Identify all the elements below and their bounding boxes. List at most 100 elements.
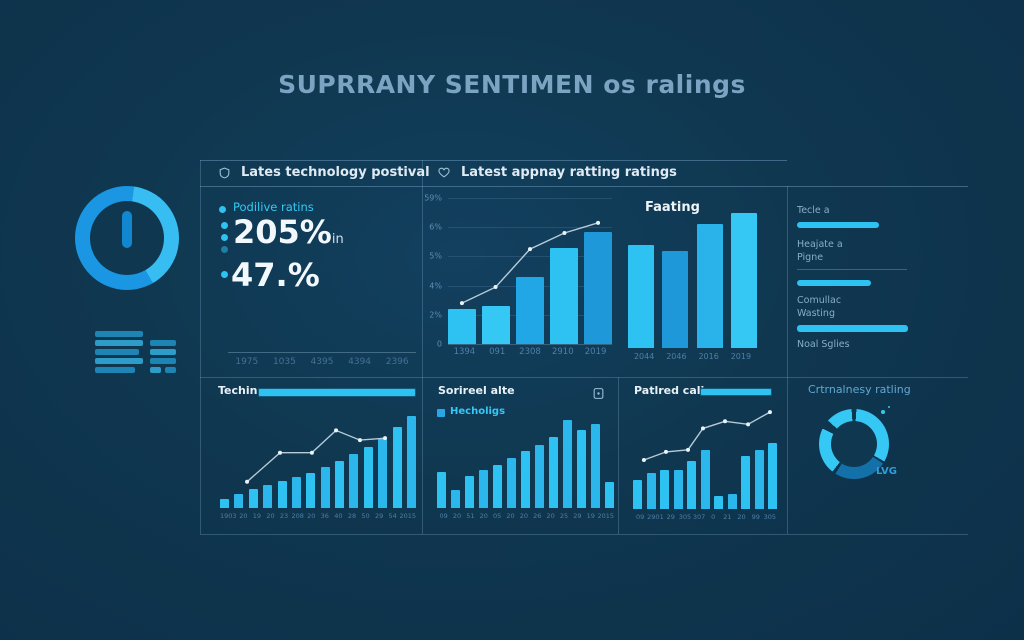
progress-bar xyxy=(258,388,416,397)
frame-line xyxy=(787,186,788,534)
legend-dot xyxy=(219,206,226,213)
sorireel-card-title: Sorireel alte xyxy=(438,384,515,397)
frame-line xyxy=(200,160,787,161)
bar-series xyxy=(628,212,757,348)
donut-hole xyxy=(831,421,877,467)
x-tick-label: 99 xyxy=(751,512,760,521)
x-axis: 1394 091 2308 2910 2019 xyxy=(448,344,612,360)
bar xyxy=(349,453,359,508)
y-tick-label: 4% xyxy=(429,281,442,291)
progress-sublabel: Wasting xyxy=(797,308,835,319)
bar xyxy=(392,426,402,508)
y-tick-label: 59% xyxy=(424,193,442,203)
y-tick-label: 2% xyxy=(429,310,442,320)
progress-bar xyxy=(797,280,871,286)
fating-chart-title: Faating xyxy=(645,200,700,215)
bar xyxy=(465,475,474,508)
frame-line xyxy=(200,534,968,535)
bar xyxy=(550,247,578,344)
bar xyxy=(646,473,656,509)
divider xyxy=(797,269,907,270)
axis-label: 2396 xyxy=(385,357,409,367)
x-tick-label: 091 xyxy=(489,347,506,357)
axis-label: 1035 xyxy=(272,357,296,367)
card-header-ratings: Latest appnay ratting ratings xyxy=(437,165,677,180)
line-series xyxy=(641,410,772,463)
bar xyxy=(687,461,696,509)
legend-swatch xyxy=(437,409,445,417)
x-axis: 1903 20 19 20 23 208 20 36 40 28 50 29 54 2015 xyxy=(220,508,416,523)
bar xyxy=(633,480,642,509)
x-tick-label: 09 xyxy=(439,511,448,520)
badge-icon xyxy=(592,385,605,404)
x-tick-label: 2015 xyxy=(399,511,417,520)
bar xyxy=(335,461,344,508)
bar xyxy=(521,451,530,508)
x-tick-label: 20 xyxy=(452,511,462,520)
patlred-chart: 09 2901 29 305 307 0 21 20 99 305 xyxy=(633,407,777,524)
axis-label: 4395 xyxy=(310,357,334,367)
x-tick-label: 2910 xyxy=(551,347,574,357)
bar xyxy=(507,458,516,508)
x-tick-label: 2901 xyxy=(647,512,664,521)
progress-bar xyxy=(797,222,880,228)
y-tick-label: 5% xyxy=(429,251,442,261)
stat-value-secondary: 47.% xyxy=(231,256,320,294)
x-tick-label: 20 xyxy=(239,511,248,520)
x-tick-label: 2016 xyxy=(698,351,719,361)
bar xyxy=(451,490,460,508)
bar xyxy=(437,472,446,508)
bar-series xyxy=(448,198,612,344)
bar xyxy=(591,424,600,508)
line-series xyxy=(245,428,388,484)
progress-bar xyxy=(700,388,772,396)
x-tick-label: 36 xyxy=(320,511,329,520)
x-tick-label: 2019 xyxy=(730,351,752,361)
bar xyxy=(378,439,388,508)
progress-label: Comullac xyxy=(797,295,842,306)
x-tick-label: 21 xyxy=(723,512,732,521)
bar xyxy=(741,455,750,509)
stat-value-primary: 205%in xyxy=(233,213,344,251)
x-tick-label: 20 xyxy=(479,511,488,520)
x-tick-label: 26 xyxy=(533,511,542,520)
stat-dot xyxy=(221,246,228,253)
bar xyxy=(754,449,764,509)
power-gauge-needle xyxy=(122,211,132,248)
stats-legend-label: Podilive ratins xyxy=(233,200,314,214)
axis-label: 4394 xyxy=(348,357,372,367)
progress-label: Heajate a xyxy=(797,239,843,250)
chart-plot xyxy=(437,419,614,508)
x-tick-label: 25 xyxy=(559,511,569,520)
bar-series xyxy=(220,411,416,508)
line-series xyxy=(459,220,601,306)
shield-icon xyxy=(218,166,231,180)
bar xyxy=(768,442,777,509)
sorireel-legend-label: Hecholigs xyxy=(450,406,506,417)
bar xyxy=(234,494,244,508)
x-tick-label: 0 xyxy=(711,512,716,521)
x-tick-label: 208 xyxy=(291,511,304,520)
frame-line xyxy=(200,377,968,378)
donut-card-title: Crtrnalnesy ratling xyxy=(808,383,911,396)
chart-plot xyxy=(220,411,416,508)
fating-bar-chart: 2044 2046 2016 2019 xyxy=(628,212,757,364)
bar xyxy=(479,469,488,508)
power-gauge-icon xyxy=(75,186,179,290)
bar xyxy=(263,484,273,508)
bar xyxy=(628,244,654,348)
bar xyxy=(320,467,330,508)
bar-series xyxy=(633,407,777,509)
x-tick-label: 09 xyxy=(635,512,645,521)
bar xyxy=(714,495,723,509)
x-tick-label: 2044 xyxy=(633,351,655,361)
x-tick-label: 305 xyxy=(678,512,692,521)
card-header-label: Lates technology postival xyxy=(241,165,430,180)
bar xyxy=(673,470,683,509)
bar xyxy=(700,449,710,509)
x-tick-label: 29 xyxy=(666,512,675,521)
donut-caption: LVG xyxy=(876,466,897,477)
x-tick-label: 51 xyxy=(466,511,475,520)
x-tick-label: 2019 xyxy=(584,347,607,357)
